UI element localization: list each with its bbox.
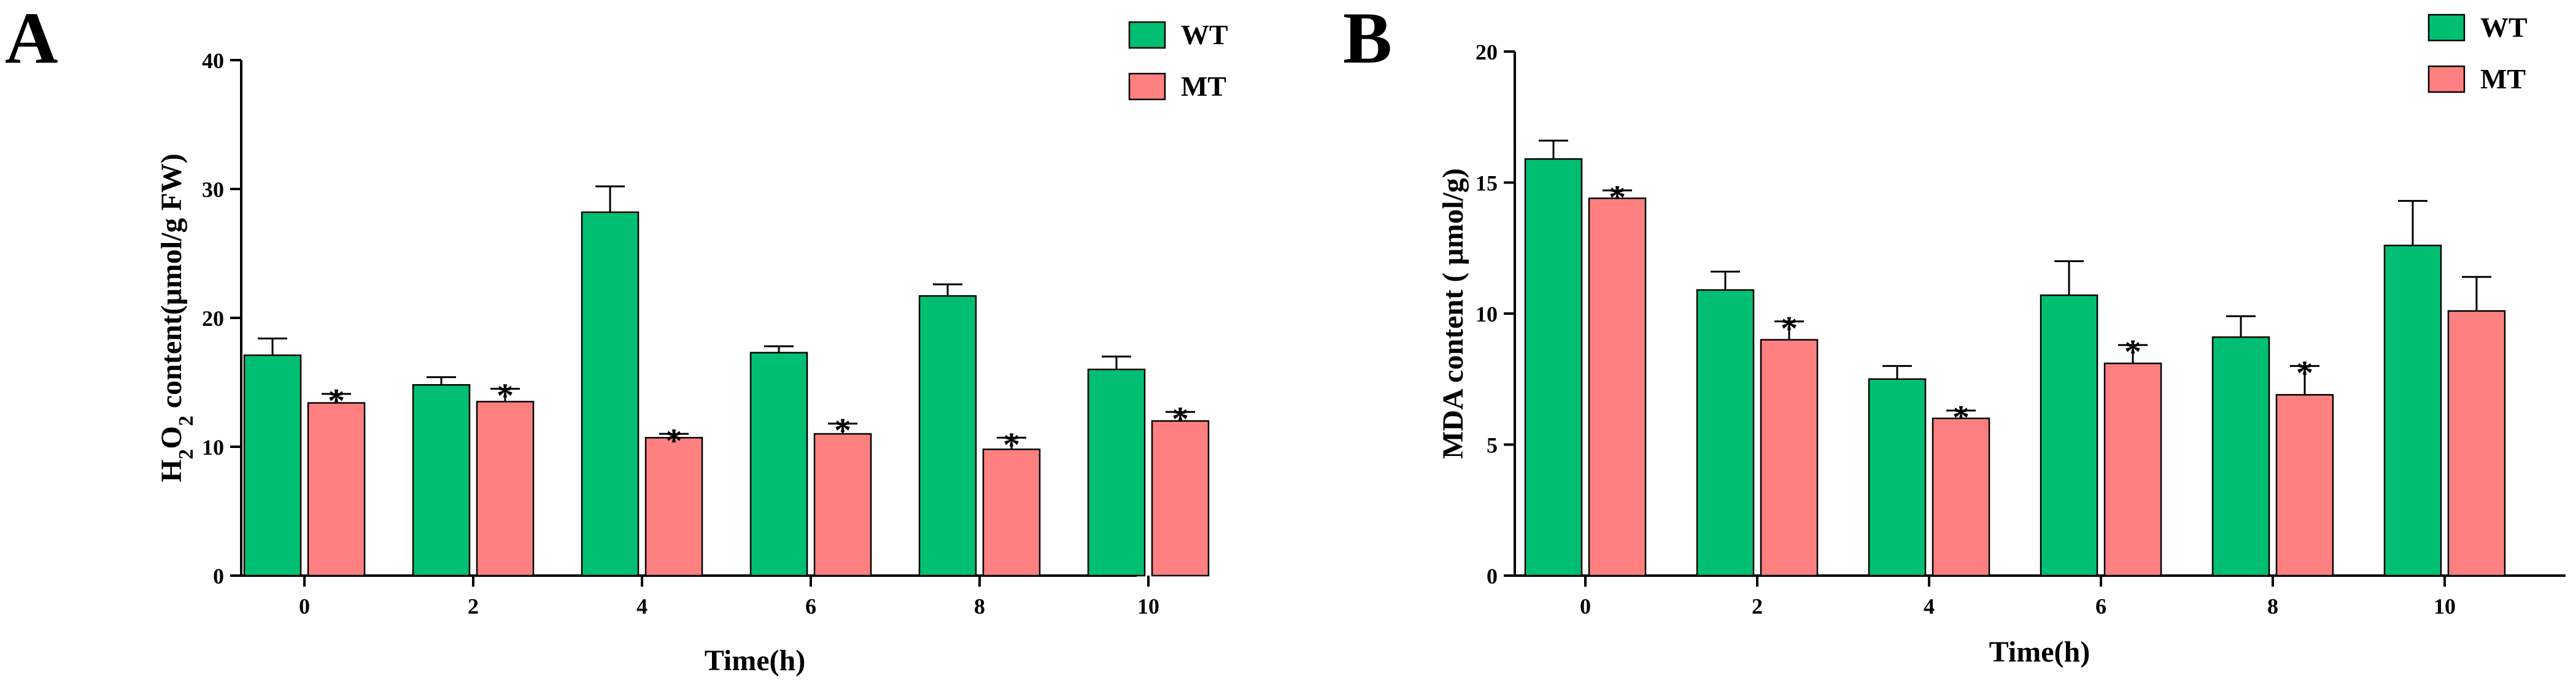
y-tick-label: 10 (202, 435, 224, 460)
y-tick-label: 40 (202, 48, 224, 73)
panel-letter: B (1343, 0, 1392, 79)
x-tick-label: 0 (299, 594, 310, 619)
bar-mt (1151, 420, 1210, 577)
significance-star: * (834, 412, 851, 450)
y-axis-title-subscript: 2 (175, 415, 198, 426)
legend-label-wt: WT (1181, 19, 1228, 50)
significance-star: * (1003, 426, 1020, 464)
bar-wt (2040, 294, 2098, 577)
bar-mt (2447, 310, 2506, 577)
bar-mt (2275, 394, 2334, 577)
x-tick-label: 4 (636, 594, 648, 619)
x-tick-label: 0 (1580, 594, 1591, 619)
significance-star: * (1952, 399, 1970, 437)
legend-label-mt: MT (2480, 63, 2526, 95)
y-tick-label: 0 (213, 564, 224, 588)
bar-mt (307, 402, 366, 577)
legend-swatch-mt (2427, 65, 2466, 93)
y-axis-title-subscript: 2 (175, 449, 198, 460)
x-tick-label: 2 (1752, 594, 1763, 619)
x-tick-label: 8 (2267, 594, 2278, 619)
x-tick-label: 6 (2095, 594, 2106, 619)
legend-swatch-mt (1128, 72, 1166, 101)
significance-star: * (2296, 354, 2313, 392)
y-tick-label: 15 (1476, 171, 1498, 196)
x-tick-label: 2 (468, 594, 479, 619)
y-tick-label: 10 (1476, 302, 1498, 326)
significance-star: * (665, 422, 683, 460)
y-tick-label: 5 (1487, 433, 1498, 458)
bar-mt (1760, 339, 1819, 577)
bar-wt (1524, 158, 1583, 577)
bar-mt (1932, 417, 1990, 577)
panel-letter: A (5, 0, 58, 79)
significance-star: * (497, 377, 514, 415)
significance-star: * (328, 382, 345, 420)
x-tick-label: 10 (2434, 594, 2456, 619)
y-axis-title: H2O2 content(μmol/g FW) (155, 153, 198, 482)
bar-wt (1868, 378, 1927, 577)
y-axis-title: MDA content ( μmol/g) (1437, 168, 1469, 459)
bar-wt (749, 352, 808, 577)
y-axis-title-part: O (155, 426, 188, 449)
legend-swatch-wt (1128, 21, 1166, 49)
significance-star: * (2124, 333, 2141, 371)
significance-star: * (1172, 400, 1189, 438)
panel-b: B 0 5 10 15 20 0 * 2 * 4 * 6 * 8 * 10 MDA content ( μmol/… (1343, 0, 2566, 668)
y-tick-label: 20 (1476, 40, 1498, 64)
bar-mt (644, 437, 703, 577)
x-axis-title: Time(h) (705, 644, 805, 677)
bar-mt (2103, 362, 2162, 577)
x-tick-label: 4 (1924, 594, 1935, 619)
y-axis-title-part: H (155, 460, 188, 482)
x-tick-label: 6 (805, 594, 816, 619)
y-tick-label: 0 (1487, 564, 1498, 588)
bar-wt (412, 384, 471, 577)
x-tick-label: 8 (974, 594, 985, 619)
y-axis-title-part: content(μmol/g FW) (155, 153, 188, 415)
bar-wt (581, 211, 640, 577)
x-axis-title: Time(h) (1989, 636, 2090, 668)
bar-mt (982, 448, 1041, 577)
significance-star: * (1609, 179, 1626, 217)
bar-wt (243, 354, 302, 577)
bar-mt (476, 401, 535, 577)
y-tick-label: 30 (202, 177, 224, 202)
bar-wt (2211, 336, 2270, 577)
bar-wt (918, 295, 977, 577)
y-tick-label: 20 (202, 306, 224, 331)
bar-wt (1696, 289, 1755, 577)
significance-star: * (1781, 310, 1798, 348)
bar-wt (1087, 368, 1146, 577)
x-tick-label: 10 (1137, 594, 1159, 619)
legend-label-wt: WT (2480, 12, 2528, 43)
legend-swatch-wt (2427, 14, 2466, 42)
bar-wt (2383, 244, 2442, 577)
bar-mt (1588, 197, 1647, 577)
bar-mt (813, 433, 872, 577)
legend-label-mt: MT (1181, 71, 1226, 102)
